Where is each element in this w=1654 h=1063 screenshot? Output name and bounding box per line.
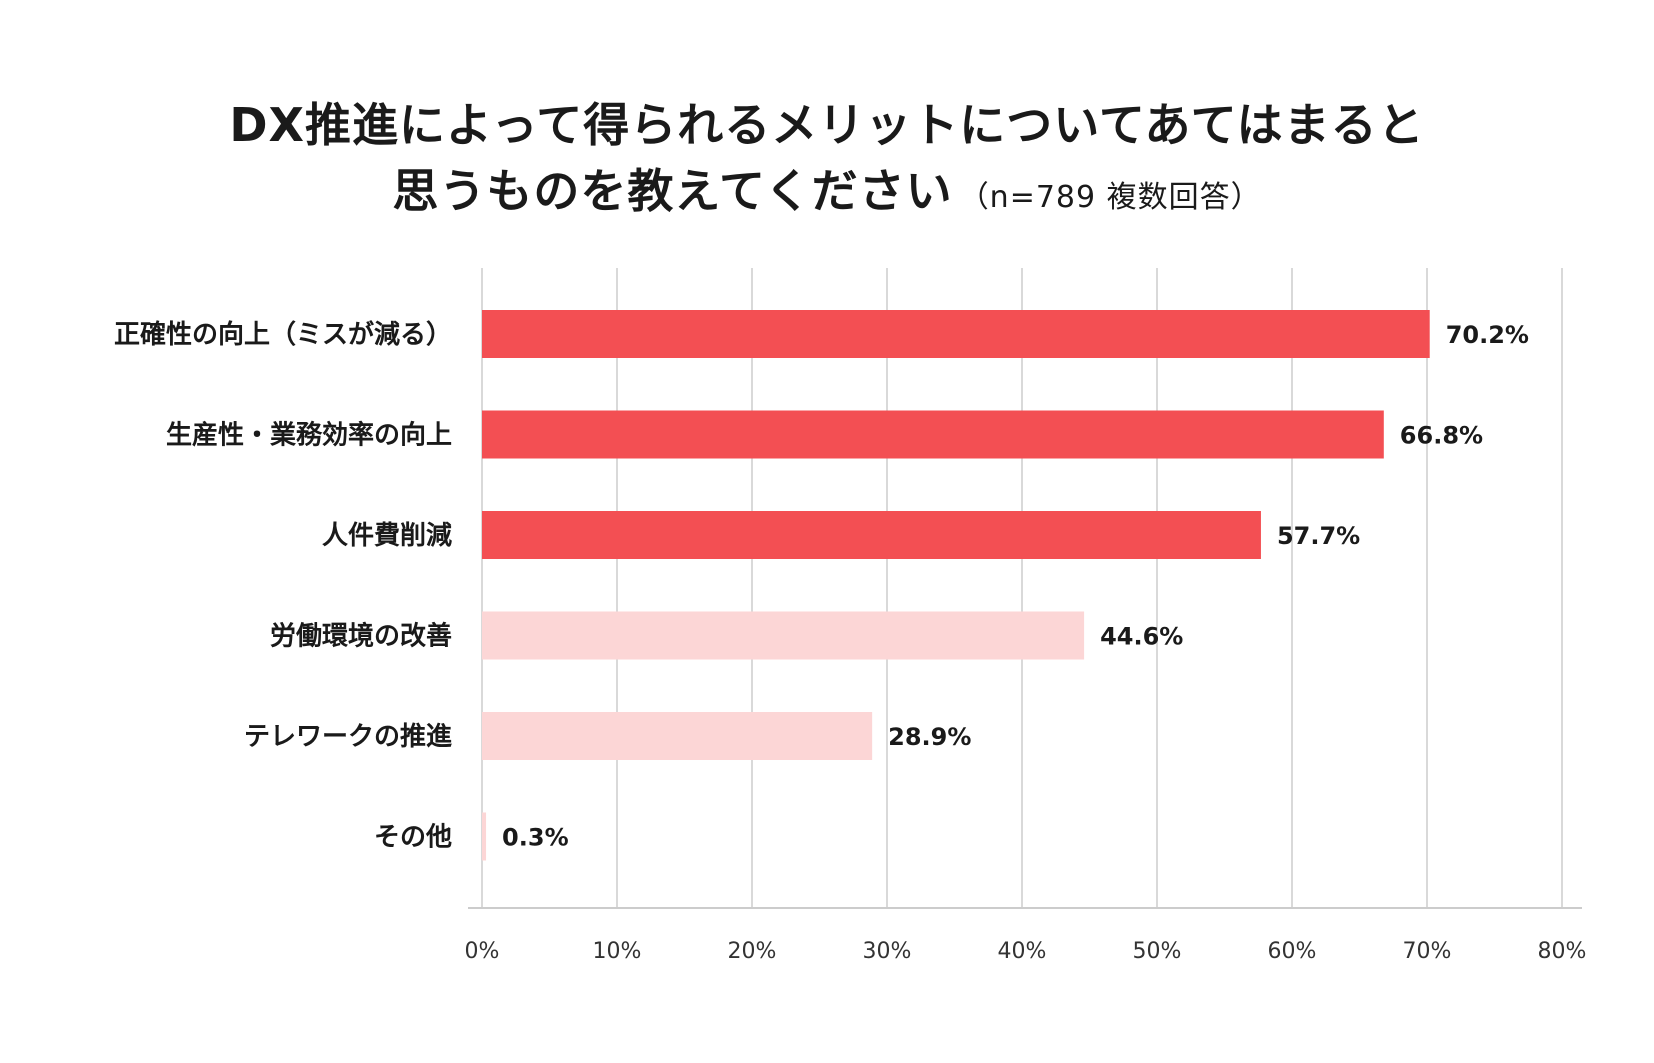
chart-subtitle: （n=789 複数回答） bbox=[958, 180, 1262, 215]
chart-title-line-2: 思うものを教えてください （n=789 複数回答） bbox=[0, 158, 1654, 231]
category-label-3: 人件費削減 bbox=[322, 521, 452, 551]
x-tick-label-20: 20% bbox=[728, 939, 777, 964]
x-tick-label-40: 40% bbox=[998, 939, 1047, 964]
gridlines bbox=[481, 268, 1563, 908]
bar-3 bbox=[482, 511, 1261, 559]
x-tick-label-10: 10% bbox=[593, 939, 642, 964]
x-tick-label-30: 30% bbox=[863, 939, 912, 964]
bar-5 bbox=[482, 712, 873, 760]
category-label-6: その他 bbox=[374, 823, 452, 853]
x-axis: 0% 10% 20% 30% 40% 50% 60% 70% 80% bbox=[465, 907, 1587, 964]
bar-1 bbox=[482, 310, 1430, 358]
category-label-5: テレワークの推進 bbox=[244, 722, 452, 752]
value-label-5: 28.9% bbox=[888, 723, 971, 751]
category-label-4: 労働環境の改善 bbox=[270, 621, 452, 652]
chart-title-line-2-text: 思うものを教えてください bbox=[392, 164, 953, 218]
value-label-3: 57.7% bbox=[1277, 522, 1360, 550]
value-label-4: 44.6% bbox=[1100, 623, 1183, 651]
category-label-2: 生産性・業務効率の向上 bbox=[166, 420, 452, 451]
bars bbox=[482, 310, 1430, 861]
bar-4 bbox=[482, 611, 1085, 660]
labels: 正確性の向上（ミスが減る） 70.2% 生産性・業務効率の向上 66.8% 人件費削減 5… bbox=[114, 319, 1529, 853]
x-tick-label-50: 50% bbox=[1133, 939, 1182, 964]
value-label-6: 0.3% bbox=[502, 824, 569, 852]
value-label-1: 70.2% bbox=[1446, 321, 1529, 349]
x-tick-label-80: 80% bbox=[1538, 939, 1587, 964]
category-label-1: 正確性の向上（ミスが減る） bbox=[114, 319, 452, 350]
bar-6 bbox=[482, 812, 487, 861]
x-tick-label-0: 0% bbox=[465, 939, 500, 964]
x-tick-label-70: 70% bbox=[1403, 939, 1452, 964]
chart-title: DX推進によって得られるメリットについてあてはまると 思うものを教えてください（… bbox=[0, 92, 1654, 231]
value-label-2: 66.8% bbox=[1400, 422, 1483, 450]
x-tick-label-60: 60% bbox=[1268, 939, 1317, 964]
bar-2 bbox=[482, 410, 1384, 459]
chart-title-line-1: DX推進によって得られるメリットについてあてはまると bbox=[229, 98, 1425, 152]
